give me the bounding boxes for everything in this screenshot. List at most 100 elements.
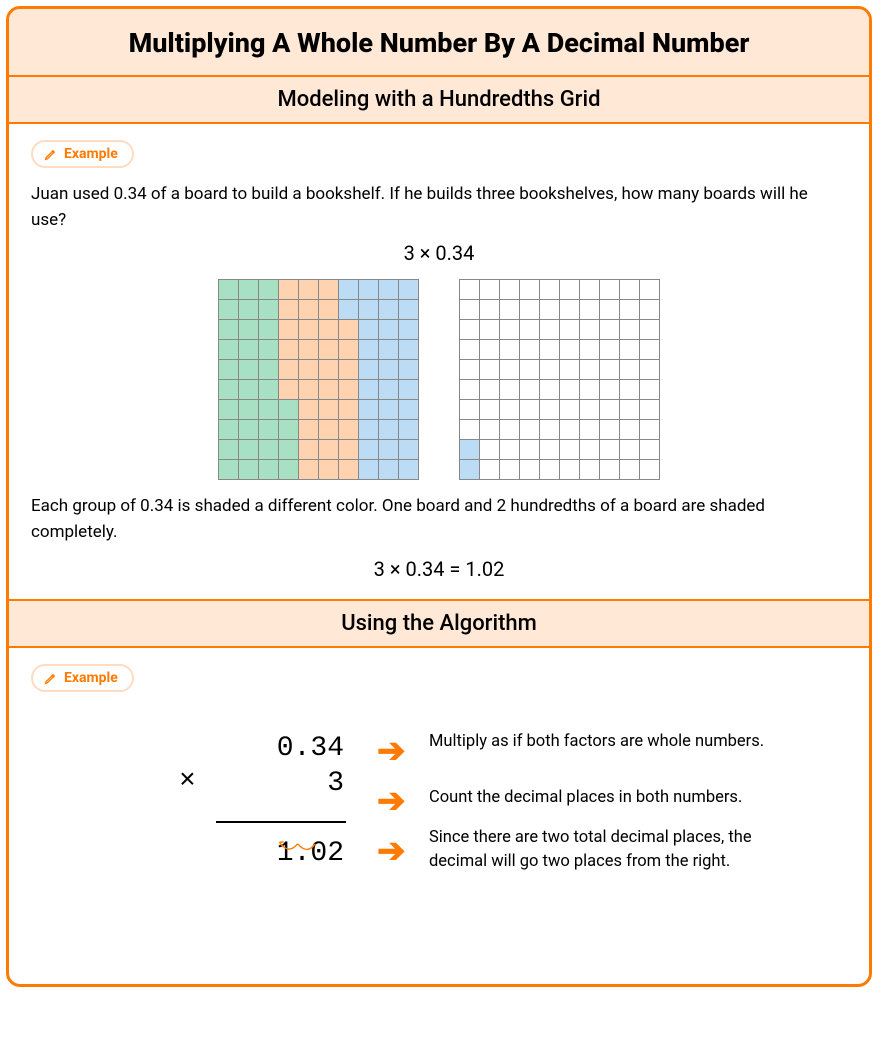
grid-cell xyxy=(599,399,619,419)
pencil-icon xyxy=(43,147,58,162)
grid-cell xyxy=(579,359,599,379)
grid-cell xyxy=(519,339,539,359)
grid-cell xyxy=(639,359,659,379)
grid-cell xyxy=(459,299,479,319)
grid-cell xyxy=(378,439,398,459)
grid-cell xyxy=(519,399,539,419)
grid-cell xyxy=(318,459,338,479)
grid-cell xyxy=(238,379,258,399)
grid-cell xyxy=(398,459,418,479)
grid-cell xyxy=(559,299,579,319)
grid-cell xyxy=(338,299,358,319)
grid-cell xyxy=(258,439,278,459)
grid-cell xyxy=(218,319,238,339)
grid-cell xyxy=(238,399,258,419)
hundredths-grid-2 xyxy=(459,279,660,480)
grid-cell xyxy=(639,419,659,439)
grid-cell xyxy=(218,439,238,459)
grid-cell xyxy=(378,279,398,299)
grid-cell xyxy=(459,439,479,459)
grid-cell xyxy=(459,399,479,419)
grid-cell xyxy=(398,399,418,419)
grid-cell xyxy=(499,379,519,399)
grid-cell xyxy=(459,339,479,359)
algorithm-wrap: 0.34 3 1.02 × ➔ ➔ ➔ Multiply as if both … xyxy=(31,706,847,966)
grid-cell xyxy=(479,439,499,459)
grid-cell xyxy=(278,319,298,339)
grid-cell xyxy=(218,379,238,399)
grid-cell xyxy=(539,419,559,439)
grid-cell xyxy=(579,299,599,319)
grid-cell xyxy=(479,279,499,299)
grid-cell xyxy=(398,339,418,359)
page-container: Multiplying A Whole Number By A Decimal … xyxy=(6,6,872,987)
grid-cell xyxy=(559,439,579,459)
decimal-arc xyxy=(269,841,329,855)
grid-cell xyxy=(278,459,298,479)
grid-cell xyxy=(398,379,418,399)
grid-cell xyxy=(639,279,659,299)
grid-cell xyxy=(499,439,519,459)
grid-cell xyxy=(398,319,418,339)
grid-cell xyxy=(619,439,639,459)
grid-cell xyxy=(579,339,599,359)
grid-cell xyxy=(479,299,499,319)
grid-cell xyxy=(398,299,418,319)
grid-cell xyxy=(298,279,318,299)
grid-cell xyxy=(459,279,479,299)
grid-cell xyxy=(358,399,378,419)
grid-cell xyxy=(398,419,418,439)
grid-cell xyxy=(278,359,298,379)
grid-cell xyxy=(639,299,659,319)
grid-cell xyxy=(459,379,479,399)
grid-cell xyxy=(298,439,318,459)
grid-cell xyxy=(258,279,278,299)
grid-cell xyxy=(318,339,338,359)
grid-cell xyxy=(358,319,378,339)
grid-cell xyxy=(218,419,238,439)
grid-cell xyxy=(459,359,479,379)
grid-cell xyxy=(218,359,238,379)
grid-cell xyxy=(358,299,378,319)
times-symbol: × xyxy=(179,766,196,797)
grid-cell xyxy=(499,319,519,339)
grid-cell xyxy=(619,399,639,419)
grid-cell xyxy=(318,399,338,419)
grid-cell xyxy=(378,379,398,399)
grid-cell xyxy=(559,319,579,339)
section2-title: Using the Algorithm xyxy=(9,599,869,648)
example-badge: Example xyxy=(31,140,134,168)
grid-cell xyxy=(238,339,258,359)
step-2: Count the decimal places in both numbers… xyxy=(429,786,809,810)
pencil-icon xyxy=(43,671,58,686)
grid-cell xyxy=(258,319,278,339)
grid-cell xyxy=(318,439,338,459)
grid-cell xyxy=(398,439,418,459)
grid-cell xyxy=(318,419,338,439)
grid-cell xyxy=(579,419,599,439)
grid-cell xyxy=(539,339,559,359)
conclusion: 3 × 0.34 = 1.02 xyxy=(31,557,847,581)
grid-cell xyxy=(639,459,659,479)
grid-cell xyxy=(218,339,238,359)
grid-cell xyxy=(278,379,298,399)
grid-cell xyxy=(519,439,539,459)
grid-cell xyxy=(318,379,338,399)
grid-cell xyxy=(559,359,579,379)
grid-cell xyxy=(318,279,338,299)
grid-cell xyxy=(298,299,318,319)
grid-cell xyxy=(519,379,539,399)
grid-cell xyxy=(378,399,398,419)
grid-cell xyxy=(258,379,278,399)
grid-cell xyxy=(579,319,599,339)
grid-cell xyxy=(278,419,298,439)
factor1: 0.34 xyxy=(144,731,344,766)
grid-cell xyxy=(539,439,559,459)
grid-cell xyxy=(579,279,599,299)
grid-cell xyxy=(358,359,378,379)
grid-cell xyxy=(519,359,539,379)
grid-cell xyxy=(539,359,559,379)
grid-cell xyxy=(619,459,639,479)
grid-cell xyxy=(338,439,358,459)
example-badge-2: Example xyxy=(31,664,134,692)
